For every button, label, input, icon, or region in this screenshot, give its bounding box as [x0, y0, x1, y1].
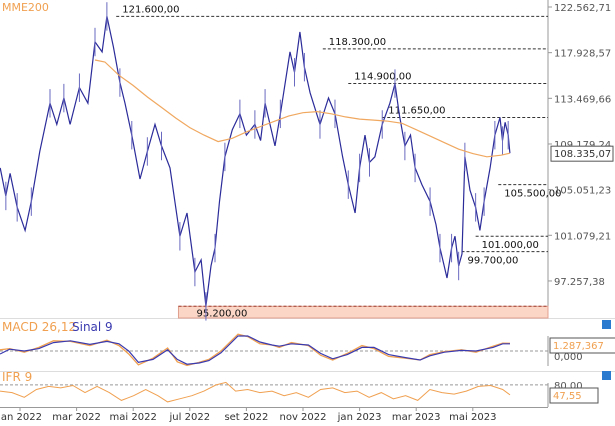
ifr-80-label: 80,00 [554, 381, 583, 392]
y-tick-label: 109.179,24 [554, 140, 611, 151]
x-tick-label: jul 2022 [169, 412, 211, 423]
level-label: 101.000,00 [482, 240, 539, 251]
x-tick-label: jan 2022 [0, 412, 42, 423]
macd-value-box [549, 337, 615, 354]
ifr-line [0, 381, 511, 403]
main-title: MME200 [2, 1, 49, 14]
last-price-box [550, 145, 614, 162]
support-band [177, 305, 549, 319]
macd-line [0, 333, 511, 367]
macd-zero-label: 0,000 [554, 352, 583, 363]
level-label: 121.600,00 [122, 4, 179, 15]
y-tick-label: 97.257,38 [554, 277, 605, 288]
x-tick-label: mai 2023 [449, 412, 496, 423]
panel-detach-icon[interactable] [602, 371, 611, 380]
ifr-value-label: 47,55 [553, 391, 582, 402]
y-tick-label: 101.079,21 [554, 231, 611, 242]
x-tick-label: mar 2022 [52, 412, 101, 423]
last-price-label: 108.335,07 [554, 149, 611, 160]
x-tick-label: set 2022 [224, 412, 268, 423]
level-label: 99.700,00 [467, 256, 518, 267]
panel-detach-icon[interactable] [602, 320, 611, 329]
y-tick-label: 122.562,71 [554, 3, 611, 14]
level-label: 105.500,00 [504, 189, 561, 200]
macd-signal-title: Sinal 9 [72, 320, 113, 334]
y-tick-label: 117.928,57 [554, 49, 611, 60]
level-label: 95.200,00 [196, 308, 247, 319]
level-label: 111.650,00 [388, 105, 445, 116]
ifr-value-box [549, 387, 599, 404]
x-tick-label: nov 2022 [279, 412, 326, 423]
x-tick-label: mar 2023 [392, 412, 441, 423]
ma200-line [94, 59, 511, 158]
level-label: 114.900,00 [354, 71, 411, 82]
level-label: 118.300,00 [329, 37, 386, 48]
macd-title: MACD 26,12 [2, 320, 76, 334]
price-series-line [0, 16, 511, 307]
ifr-title: IFR 9 [2, 370, 32, 384]
y-tick-label: 105.051,23 [554, 186, 611, 197]
macd-value-label: 1.287,367 [553, 341, 604, 352]
x-tick-label: jan 2023 [337, 412, 382, 423]
x-tick-label: mai 2022 [110, 412, 157, 423]
y-tick-label: 113.469,66 [554, 94, 611, 105]
signal-line [0, 335, 510, 365]
